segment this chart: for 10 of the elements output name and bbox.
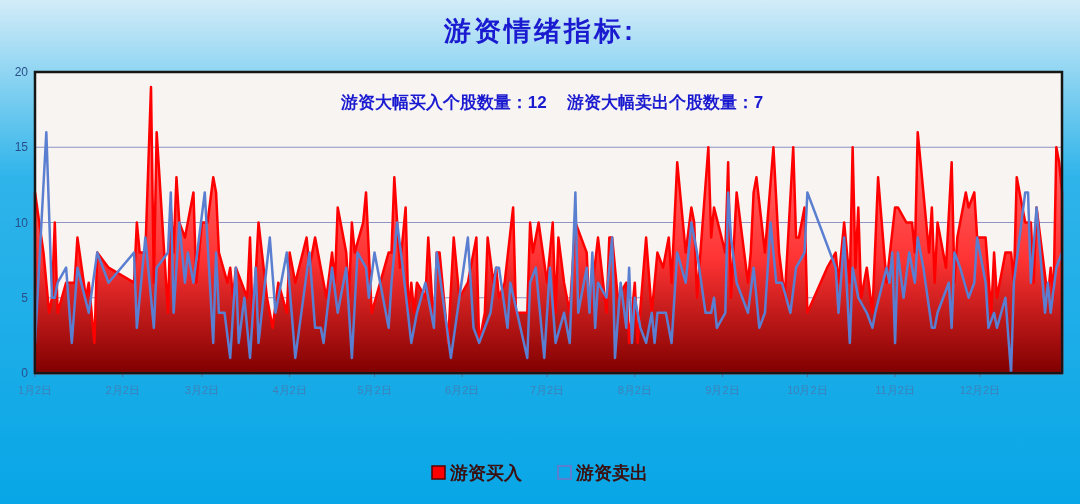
legend-label: 游资买入	[449, 463, 523, 483]
y-tick-label: 0	[21, 366, 29, 380]
legend-label: 游资卖出	[575, 463, 648, 483]
annotation: 游资大幅卖出个股数量：7	[565, 93, 764, 112]
y-tick-label: 15	[14, 140, 29, 155]
y-tick-label: 10	[14, 215, 29, 230]
annotation: 游资大幅买入个股数量：12	[339, 93, 547, 112]
chart-title: 游资情绪指标:	[443, 16, 636, 46]
y-tick-label: 5	[21, 290, 29, 305]
y-tick-label: 20	[14, 65, 29, 79]
